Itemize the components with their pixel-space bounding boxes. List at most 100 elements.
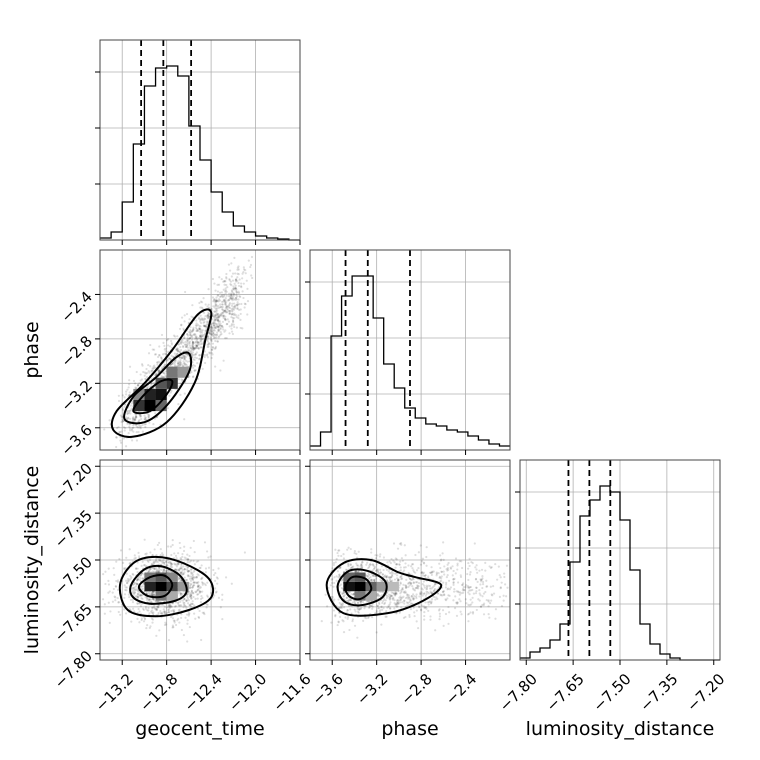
sample-point	[396, 603, 399, 606]
sample-point	[398, 542, 402, 545]
sample-point	[452, 581, 455, 585]
sample-point	[392, 542, 396, 545]
sample-point	[216, 340, 220, 343]
sample-point	[138, 426, 141, 429]
sample-point	[190, 589, 193, 592]
sample-point	[179, 571, 182, 574]
sample-point	[353, 551, 356, 555]
sample-point	[204, 318, 207, 321]
sample-point	[140, 564, 143, 567]
sample-point	[230, 313, 234, 316]
sample-point	[131, 586, 134, 590]
sample-point	[182, 603, 186, 606]
sample-point	[469, 585, 473, 589]
sample-point	[122, 419, 125, 423]
sample-point	[191, 575, 194, 578]
sample-point	[183, 418, 186, 421]
sample-point	[125, 393, 128, 396]
sample-point	[180, 565, 183, 568]
sample-point	[408, 615, 411, 618]
sample-point	[176, 348, 179, 351]
sample-point	[368, 606, 371, 609]
sample-point	[427, 577, 430, 580]
sample-point	[361, 600, 365, 604]
sample-point	[194, 341, 197, 344]
sample-point	[402, 583, 405, 586]
sample-point	[388, 578, 391, 581]
sample-point	[228, 312, 232, 316]
sample-point	[361, 561, 364, 564]
sample-point	[412, 606, 415, 609]
x-axis-label: luminosity_distance	[526, 718, 715, 740]
sample-point	[214, 591, 218, 594]
sample-point	[224, 292, 227, 295]
sample-point	[214, 300, 217, 303]
sample-point	[127, 411, 130, 414]
sample-point	[189, 579, 193, 582]
sample-point	[147, 414, 150, 417]
sample-point	[207, 341, 211, 345]
sample-point	[188, 560, 191, 563]
sample-point	[203, 353, 207, 357]
sample-point	[389, 594, 393, 598]
sample-point	[443, 573, 446, 576]
sample-point	[406, 595, 409, 599]
sample-point	[230, 262, 233, 265]
sample-point	[238, 295, 241, 298]
sample-point	[178, 604, 181, 608]
sample-point	[218, 299, 222, 302]
sample-point	[152, 561, 155, 564]
sample-point	[236, 272, 239, 275]
sample-point	[132, 588, 135, 591]
sample-point	[163, 352, 166, 355]
sample-point	[198, 587, 201, 590]
sample-point	[235, 289, 238, 293]
sample-point	[221, 295, 224, 298]
sample-point	[183, 358, 186, 361]
sample-point	[162, 371, 165, 374]
sample-point	[376, 554, 379, 557]
sample-point	[177, 552, 180, 555]
sample-point	[185, 353, 188, 356]
sample-point	[404, 584, 407, 587]
sample-point	[129, 417, 132, 421]
sample-point	[420, 608, 423, 611]
sample-point	[229, 280, 233, 283]
sample-point	[150, 592, 153, 595]
sample-point	[441, 552, 444, 555]
sample-point	[372, 567, 376, 570]
sample-point	[376, 604, 379, 608]
sample-point	[425, 590, 428, 593]
sample-point	[208, 315, 211, 318]
sample-point	[199, 325, 202, 328]
sample-point	[235, 291, 238, 294]
sample-point	[186, 569, 189, 572]
sample-point	[475, 586, 478, 590]
sample-point	[179, 567, 183, 570]
sample-point	[399, 566, 402, 569]
sample-point	[374, 575, 377, 578]
sample-point	[129, 574, 132, 578]
sample-point	[395, 601, 398, 604]
sample-point	[231, 310, 234, 313]
sample-point	[206, 317, 210, 320]
sample-point	[204, 571, 207, 574]
sample-point	[381, 608, 384, 611]
sample-point	[228, 332, 231, 335]
sample-point	[179, 604, 182, 607]
sample-point	[190, 572, 193, 575]
sample-point	[342, 557, 346, 560]
sample-point	[211, 322, 215, 325]
sample-point	[373, 579, 376, 582]
sample-point	[118, 431, 122, 434]
sample-point	[177, 617, 180, 620]
sample-point	[107, 583, 111, 586]
sample-point	[431, 570, 434, 573]
sample-point	[183, 601, 186, 605]
sample-point	[195, 345, 198, 348]
sample-point	[216, 312, 219, 316]
sample-point	[143, 538, 146, 541]
sample-point	[123, 396, 126, 399]
sample-point	[147, 417, 150, 420]
sample-point	[485, 585, 489, 588]
